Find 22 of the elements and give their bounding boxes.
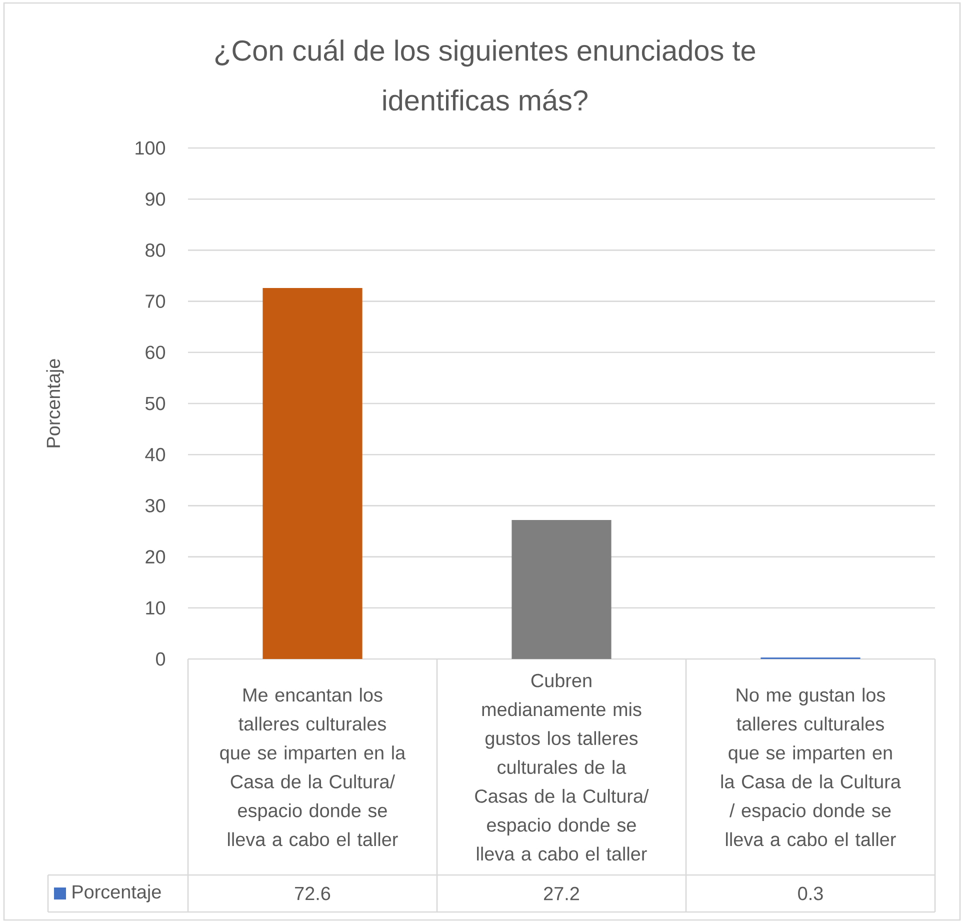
y-tick-label: 100: [136, 141, 166, 155]
y-tick-label: 90: [146, 192, 166, 206]
x-tick-label: Me encantan los talleres culturales que se imparten en la Casa de la Cultura/ espacio donde se lleva a cabo el taller: [220, 688, 406, 846]
x-tick-label: Cubren medianamente mis gustos los talleres culturales de la Casas de la Cultura/ espacio donde se lleva a cabo el taller: [475, 673, 649, 861]
bar: [262, 288, 362, 659]
y-tick-label: 70: [146, 294, 166, 308]
y-tick-label: 50: [145, 396, 166, 410]
y-tick-label: 0: [156, 652, 166, 666]
y-tick-label: 20: [146, 550, 166, 564]
y-tick-label: 40: [145, 448, 166, 462]
x-tick-label: No me gustan los talleres culturales que se imparten en la Casa de la Cultura / espacio donde se lleva a cabo el taller: [721, 688, 901, 846]
data-label: 0.3: [798, 886, 823, 900]
legend-label: Porcentaje: [72, 884, 161, 902]
data-label: 27.2: [544, 886, 579, 900]
bar: [512, 520, 612, 659]
y-tick-label: 30: [145, 498, 166, 512]
y-tick-label: 10: [146, 601, 166, 615]
y-axis-title: Porcentaje: [46, 359, 64, 448]
y-tick-label: 60: [146, 346, 166, 360]
chart-title: ¿Con cuál de los siguientes enunciados te identificas más?: [215, 39, 756, 111]
y-tick-label: 80: [146, 243, 166, 257]
data-label: 72.6: [295, 886, 330, 900]
